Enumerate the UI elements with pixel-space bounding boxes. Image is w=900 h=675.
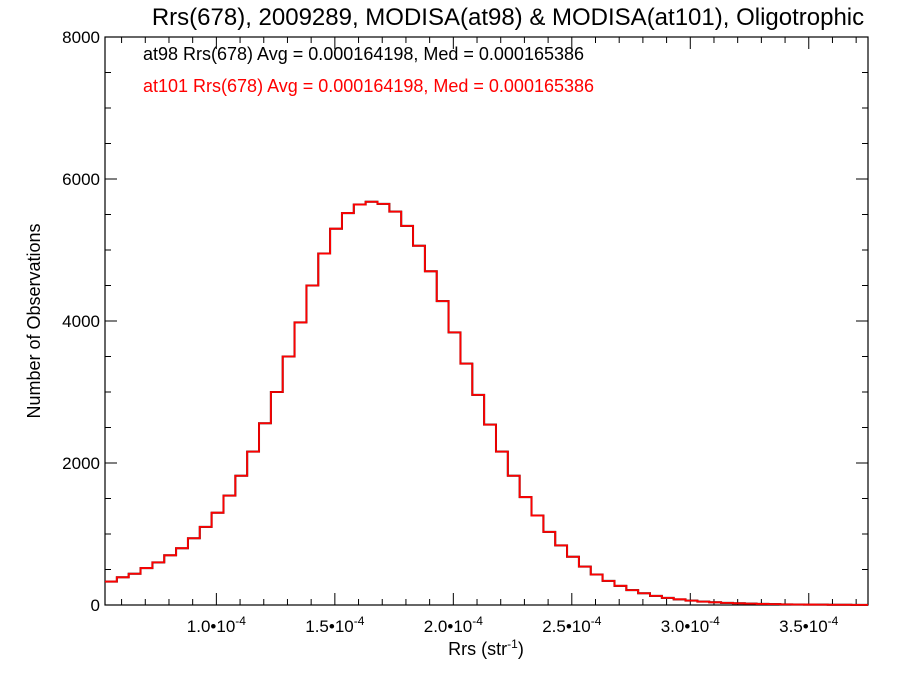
x-tick-label: 3.5•10-4 bbox=[779, 614, 838, 636]
x-tick-label: 3.0•10-4 bbox=[661, 614, 720, 636]
annotation-at98: at98 Rrs(678) Avg = 0.000164198, Med = 0… bbox=[143, 44, 584, 64]
x-axis-label-text: Rrs (str bbox=[448, 639, 507, 659]
x-tick-label: 1.0•10-4 bbox=[187, 614, 246, 636]
y-tick-label: 2000 bbox=[62, 454, 100, 473]
y-tick-label: 0 bbox=[91, 596, 100, 615]
chart-title: Rrs(678), 2009289, MODISA(at98) & MODISA… bbox=[152, 4, 864, 31]
plot-frame bbox=[104, 36, 869, 606]
y-tick-label: 6000 bbox=[62, 170, 100, 189]
series-at101 bbox=[105, 200, 868, 606]
y-axis-label: Number of Observations bbox=[24, 223, 44, 418]
x-axis-label-close: ) bbox=[518, 639, 524, 659]
y-tick-label: 8000 bbox=[62, 28, 100, 47]
series-layer bbox=[105, 200, 868, 606]
x-axis-ticks: 1.0•10-4 1.5•10-4 2.0•10-4 2.5•10-4 3.0•10-4… bbox=[121, 37, 857, 636]
y-axis-ticks: 0 2000 4000 6000 8000 bbox=[62, 28, 868, 615]
series-at98 bbox=[105, 200, 868, 606]
y-tick-label: 4000 bbox=[62, 312, 100, 331]
x-tick-label: 1.5•10-4 bbox=[305, 614, 364, 636]
x-axis-label: Rrs (str-1) bbox=[448, 637, 524, 659]
x-axis-label-exponent: -1 bbox=[507, 637, 518, 651]
annotation-at101: at101 Rrs(678) Avg = 0.000164198, Med = … bbox=[143, 76, 594, 96]
x-tick-label: 2.0•10-4 bbox=[424, 614, 483, 636]
x-tick-label: 2.5•10-4 bbox=[542, 614, 601, 636]
